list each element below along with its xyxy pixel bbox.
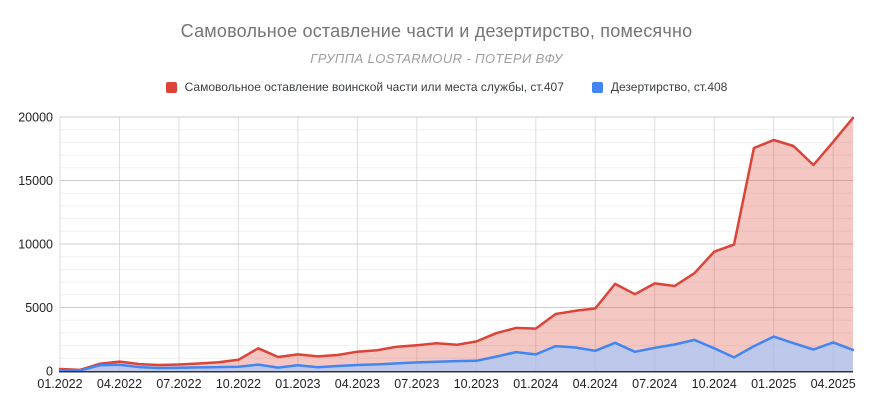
- x-tick-label-04.2025: 04.2025: [811, 377, 856, 391]
- series-line-0: [58, 116, 855, 372]
- series-area-0: [60, 117, 853, 372]
- series-area-underlay-1: [60, 336, 853, 371]
- x-tick-label-07.2023: 07.2023: [394, 377, 439, 391]
- y-tick-label-5000: 5000: [25, 301, 53, 315]
- y-tick-label-15000: 15000: [18, 174, 53, 188]
- x-tick-label-01.2022: 01.2022: [37, 377, 82, 391]
- series-line-1: [58, 335, 855, 372]
- chart-subtitle: ГРУППА LOSTARMOUR - ПОТЕРИ ВФУ: [310, 51, 563, 66]
- x-tick-label-10.2024: 10.2024: [692, 377, 737, 391]
- legend-swatch-red: [165, 81, 177, 93]
- x-tick-label-10.2022: 10.2022: [216, 377, 261, 391]
- x-tick-label-07.2022: 07.2022: [156, 377, 201, 391]
- legend-item-st407[interactable]: Самовольное оставление воинской части ил…: [165, 80, 564, 94]
- legend-label-st407: Самовольное оставление воинской части ил…: [184, 80, 564, 94]
- x-tick-label-10.2023: 10.2023: [454, 377, 499, 391]
- x-tick-label-07.2024: 07.2024: [632, 377, 677, 391]
- y-tick-label-0: 0: [46, 365, 53, 379]
- x-tick-label-01.2023: 01.2023: [275, 377, 320, 391]
- y-tick-label-20000: 20000: [18, 111, 53, 125]
- x-tick-label-01.2024: 01.2024: [513, 377, 558, 391]
- x-tick-label-04.2024: 04.2024: [573, 377, 618, 391]
- legend-swatch-blue: [591, 81, 603, 93]
- x-tick-label-04.2022: 04.2022: [97, 377, 142, 391]
- legend: Самовольное оставление воинской части ил…: [10, 80, 873, 94]
- x-tick-label-01.2025: 01.2025: [751, 377, 796, 391]
- series-area-1: [60, 336, 853, 371]
- x-tick-label-04.2023: 04.2023: [335, 377, 380, 391]
- y-tick-label-10000: 10000: [18, 238, 53, 252]
- legend-item-st408[interactable]: Дезертирство, ст.408: [591, 80, 728, 94]
- chart-title: Самовольное оставление части и дезертирс…: [180, 21, 693, 41]
- legend-label-st408: Дезертирство, ст.408: [610, 80, 728, 94]
